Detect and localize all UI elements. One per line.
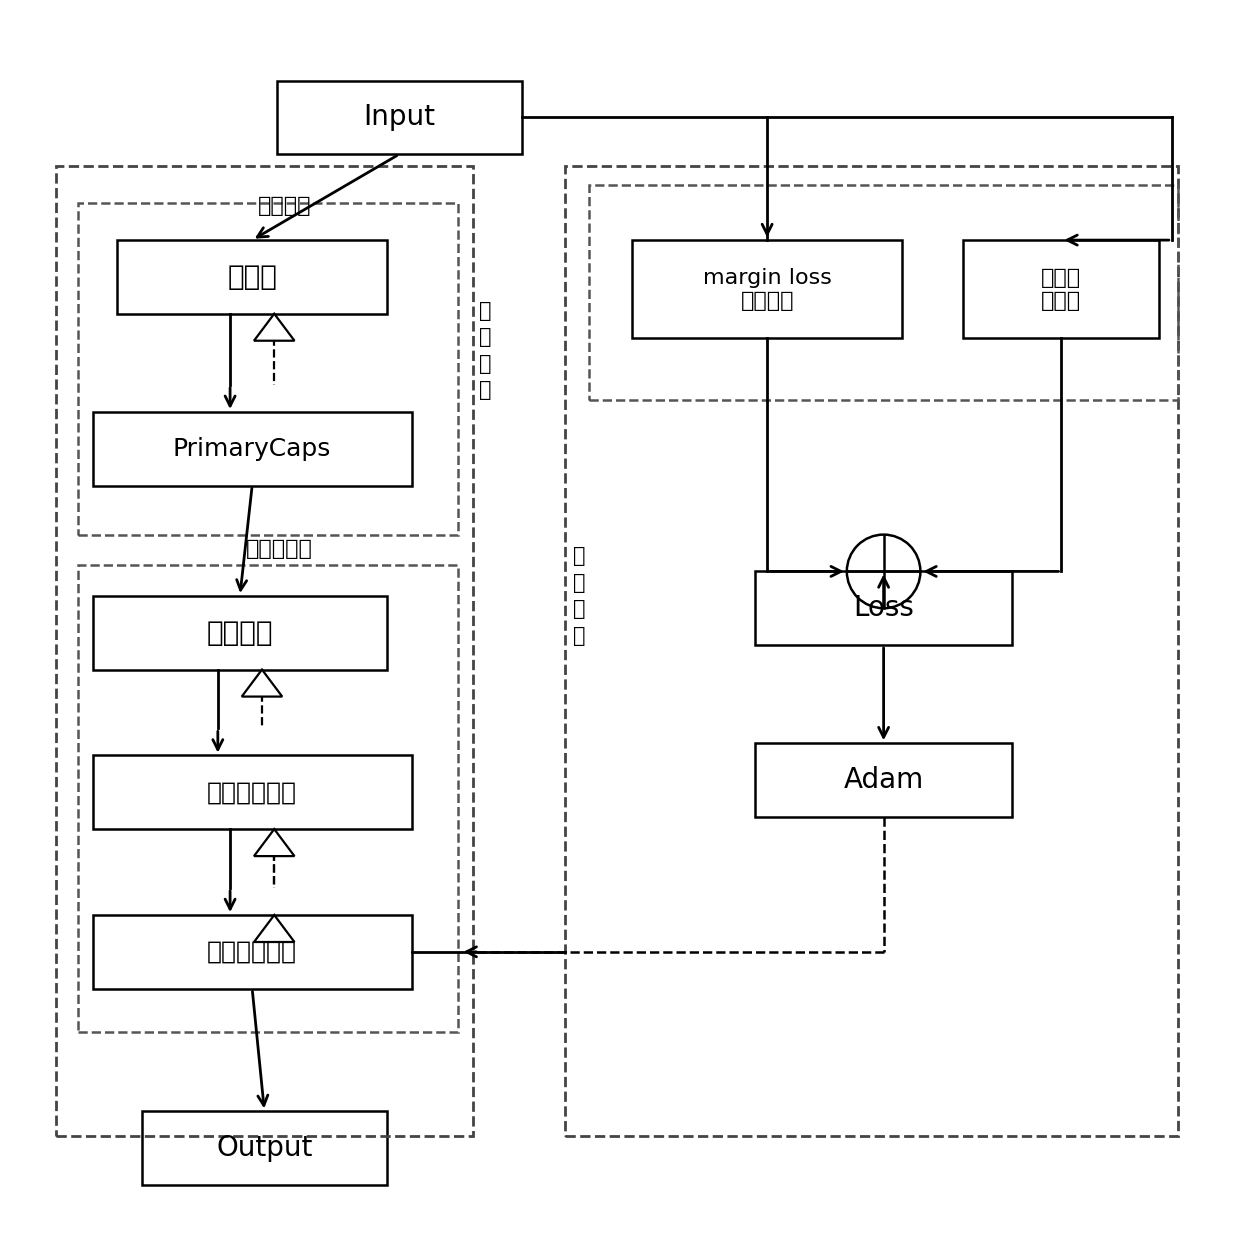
Text: Loss: Loss <box>853 594 914 622</box>
FancyBboxPatch shape <box>963 240 1159 339</box>
Polygon shape <box>242 670 283 696</box>
FancyBboxPatch shape <box>755 571 1012 645</box>
FancyBboxPatch shape <box>755 743 1012 817</box>
FancyBboxPatch shape <box>118 240 387 314</box>
Text: 校
对
网
络: 校 对 网 络 <box>573 546 587 645</box>
Text: 工
作
网
络: 工 作 网 络 <box>479 300 491 400</box>
Text: Adam: Adam <box>843 766 924 794</box>
FancyBboxPatch shape <box>632 240 901 339</box>
FancyBboxPatch shape <box>141 1112 387 1185</box>
Text: 卷积结构: 卷积结构 <box>258 196 311 216</box>
Text: 激活函数运算: 激活函数运算 <box>207 939 298 964</box>
Text: 重构网
络结构: 重构网 络结构 <box>1042 268 1081 310</box>
FancyBboxPatch shape <box>93 412 412 485</box>
Text: 全连接结构: 全连接结构 <box>246 540 312 560</box>
Text: 权重计算: 权重计算 <box>207 619 273 647</box>
Text: margin loss
运算结构: margin loss 运算结构 <box>703 268 832 310</box>
Text: PrimaryCaps: PrimaryCaps <box>172 437 331 460</box>
Text: 卷积层: 卷积层 <box>227 263 277 290</box>
Polygon shape <box>254 829 294 856</box>
FancyBboxPatch shape <box>93 596 387 670</box>
Text: Output: Output <box>216 1134 312 1162</box>
Text: 动态路由调节: 动态路由调节 <box>207 781 298 804</box>
FancyBboxPatch shape <box>93 756 412 829</box>
Polygon shape <box>254 915 294 942</box>
FancyBboxPatch shape <box>277 81 522 154</box>
Polygon shape <box>254 314 294 341</box>
Text: Input: Input <box>363 103 435 132</box>
FancyBboxPatch shape <box>93 915 412 989</box>
